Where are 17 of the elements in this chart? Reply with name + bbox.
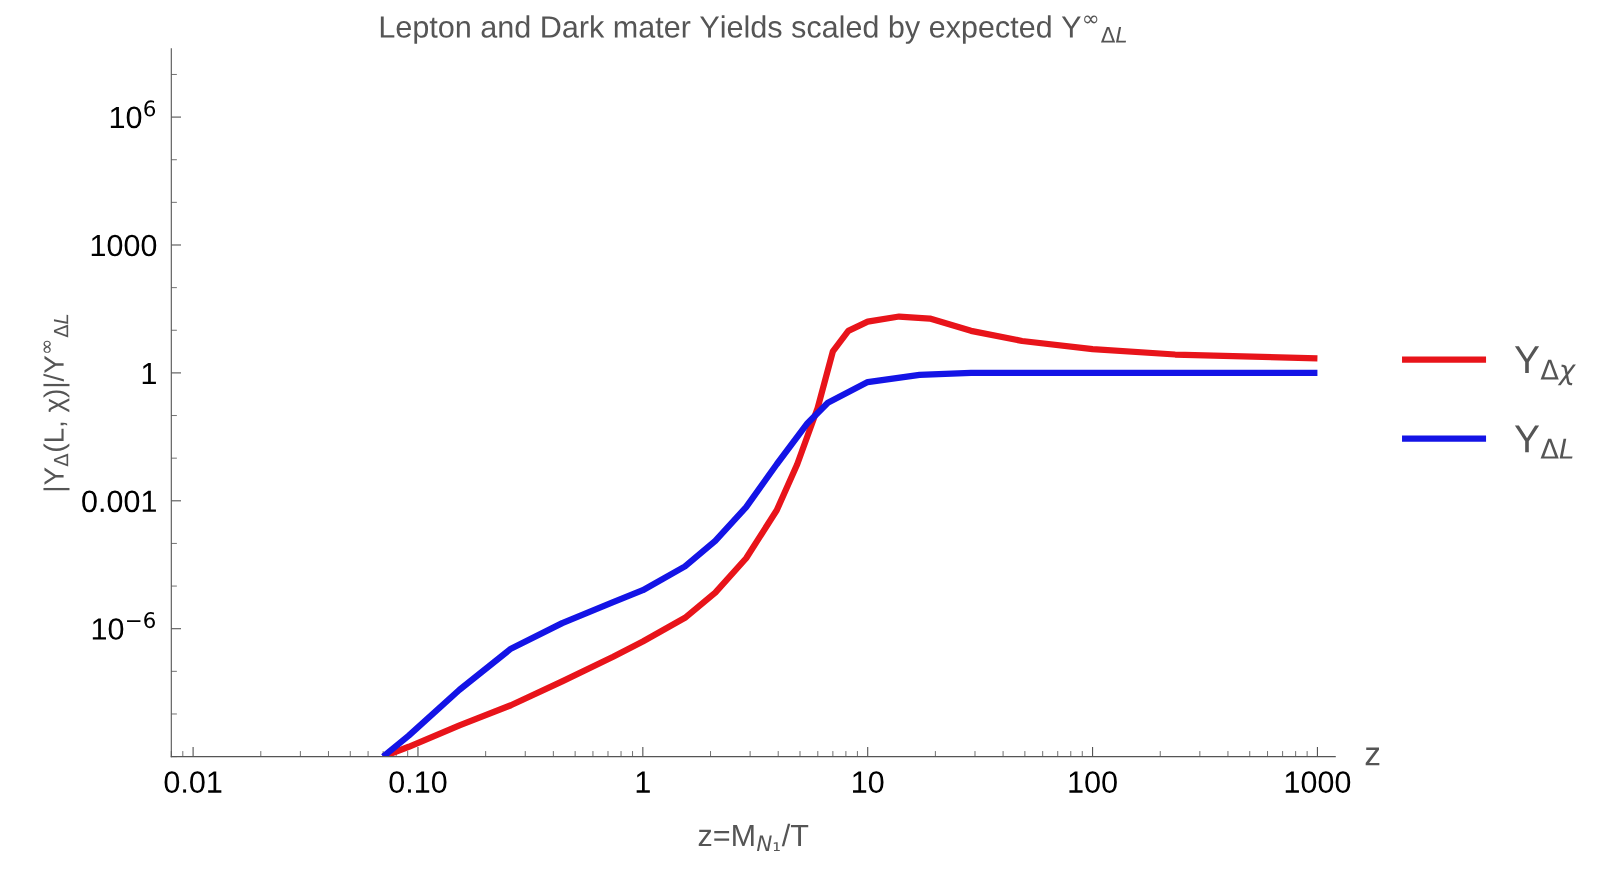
y-tick-label: 1000 xyxy=(91,234,157,257)
text: z xyxy=(1365,747,1380,766)
x-tick-label: 1000 xyxy=(1285,771,1351,793)
x-tick-label: 0.01 xyxy=(164,771,222,793)
legend-label: Y$_{ΔL}$ xyxy=(1514,425,1573,459)
x-tick-label: 0.10 xyxy=(389,771,447,793)
x-axis-title: z=M$_{N₁}$/T xyxy=(698,823,809,852)
y-axis-title: |Y$_{Δ}$(L, χ)|/Y$^{∞}$$_{ΔL}$ xyxy=(43,314,70,491)
x-tick-label: 100 xyxy=(1069,771,1117,793)
y-tick-label: 10$^{−6}$ xyxy=(92,611,155,640)
y-tick-label: 1 xyxy=(142,362,156,384)
x-tick-label: 10 xyxy=(853,771,884,793)
legend-label: Y$_{Δχ}$ xyxy=(1514,346,1576,386)
y-tick-label: 0.001 xyxy=(82,490,156,513)
chart-title: Lepton and Dark mater Yields scaled by expected Y$^{∞}$$_{ΔL}$ xyxy=(380,15,1127,44)
x-tick-label: 1 xyxy=(636,771,650,793)
y-tick-label: 10$^{6}$ xyxy=(110,100,156,129)
